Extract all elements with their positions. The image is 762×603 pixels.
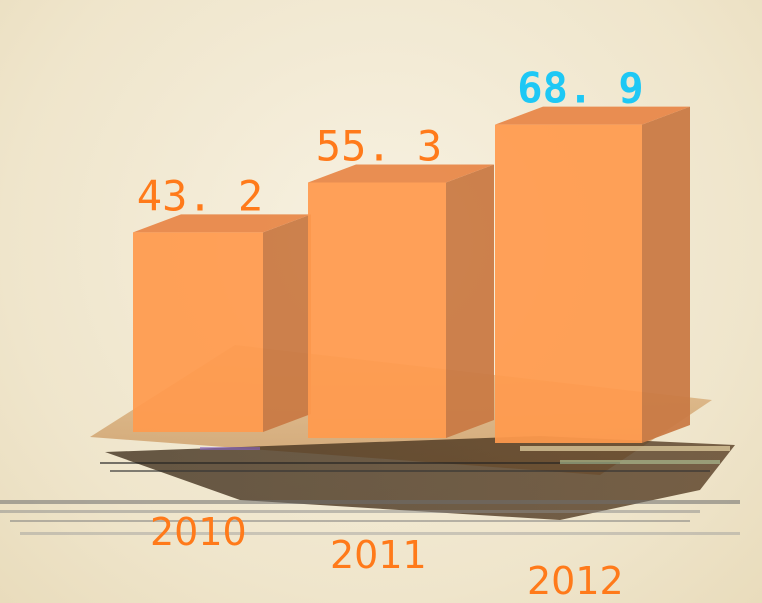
bar-front-face — [495, 124, 642, 443]
bar-front-face — [308, 182, 446, 438]
bar-2012 — [495, 106, 690, 443]
value-label-2012: 68. 9 — [517, 64, 643, 113]
bar-front-face — [133, 232, 263, 432]
bar-2011 — [308, 164, 494, 438]
value-label-2010: 43. 2 — [137, 171, 263, 220]
category-label-2011: 2011 — [330, 533, 427, 577]
floor-shadow-band — [0, 436, 740, 535]
bar-top-face — [133, 214, 311, 233]
value-labels-layer: 43. 2 55. 3 68. 9 — [137, 64, 644, 221]
bar-side-face — [263, 214, 311, 432]
bar-side-face — [446, 164, 494, 438]
bar-top-face — [495, 106, 690, 125]
bar-side-face — [642, 106, 690, 443]
category-label-2010: 2010 — [150, 510, 247, 554]
category-label-2012: 2012 — [527, 559, 624, 603]
value-label-2011: 55. 3 — [316, 122, 442, 171]
category-labels-layer: 2010 2011 2012 — [150, 510, 624, 603]
bars-layer — [133, 106, 690, 443]
bar-top-face — [308, 164, 494, 183]
bar-2010 — [133, 214, 311, 432]
